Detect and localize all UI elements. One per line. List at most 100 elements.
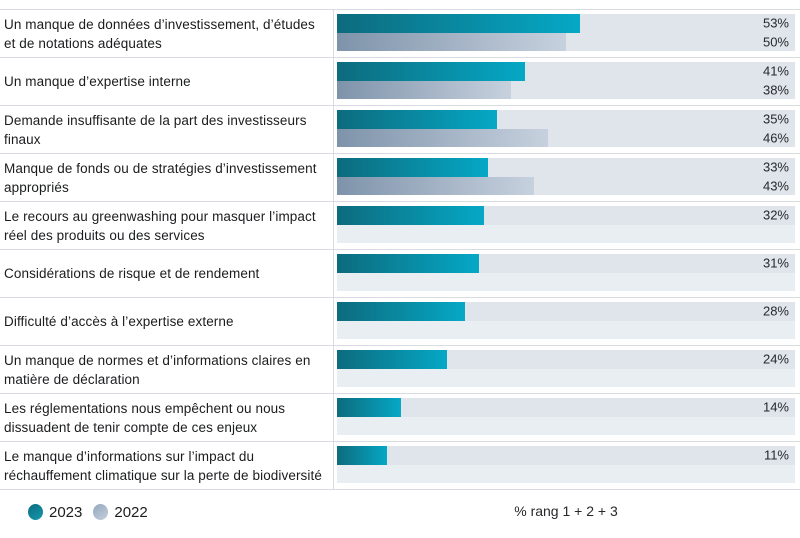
bar-track: 32% [337,206,795,243]
track-2023: 28% [337,302,795,321]
track-2022 [337,320,795,339]
bar-track: 28% [337,302,795,339]
track-2023: 31% [337,254,795,273]
bar-2023 [337,398,402,417]
value-label-2022: 38% [762,82,789,98]
chart-row: Un manque de normes et d’informations cl… [0,345,800,393]
bar-track: 35% 46% [337,110,795,147]
track-2022: 43% [337,176,795,195]
track-2022: 50% [337,32,795,51]
bar-cell: 11% [334,442,800,489]
chart-row: Considérations de risque et de rendement… [0,249,800,297]
bar-2023 [337,206,484,225]
track-2023: 11% [337,446,795,465]
track-2022: 38% [337,80,795,99]
value-label-2022: 50% [762,34,789,50]
chart-row: Un manque d’expertise interne 41% 38% [0,57,800,105]
bar-2022 [337,128,548,147]
track-2023: 53% [337,14,795,33]
bar-2023 [337,62,525,81]
value-label-2023: 41% [762,63,789,79]
chart-rows: Un manque de données d’investissement, d… [0,9,800,489]
bar-cell: 24% [334,346,800,393]
axis-note: % rang 1 + 2 + 3 [514,503,618,520]
value-label-2023: 31% [762,255,789,271]
category-label: Manque de fonds ou de stratégies d’inves… [0,154,334,201]
bar-track: 31% [337,254,795,291]
category-label: Difficulté d’accès à l’expertise externe [0,298,334,345]
value-label-2022: 46% [762,130,789,146]
track-2023: 41% [337,62,795,81]
category-label: Les réglementations nous empêchent ou no… [0,394,334,441]
bar-track: 24% [337,350,795,387]
legend-dot-2022-icon [93,504,109,520]
chart-row: Demande insuffisante de la part des inve… [0,105,800,153]
bar-2023 [337,158,489,177]
chart-footer: 2023 2022 % rang 1 + 2 + 3 [0,490,800,534]
bar-2023 [337,302,466,321]
bar-2023 [337,14,580,33]
legend-label-2023: 2023 [49,503,83,521]
bar-2022 [337,176,534,195]
chart-row: Difficulté d’accès à l’expertise externe… [0,297,800,345]
chart-row: Les réglementations nous empêchent ou no… [0,393,800,441]
category-label: Le manque d’informations sur l’impact du… [0,442,334,489]
bar-2023 [337,110,498,129]
legend-label-2022: 2022 [114,503,148,521]
track-2022 [337,416,795,435]
category-label: Un manque d’expertise interne [0,58,334,105]
value-label-2023: 11% [763,447,789,463]
bar-track: 41% 38% [337,62,795,99]
value-label-2023: 24% [762,351,789,367]
bar-2022 [337,32,566,51]
track-2022 [337,368,795,387]
bar-cell: 41% 38% [334,58,800,105]
track-2023: 24% [337,350,795,369]
bar-track: 53% 50% [337,14,795,51]
track-2023: 14% [337,398,795,417]
bar-2023 [337,254,479,273]
legend: 2023 2022 [28,504,148,521]
bar-track: 11% [337,446,795,483]
bar-track: 33% 43% [337,158,795,195]
bar-track: 14% [337,398,795,435]
bar-cell: 35% 46% [334,106,800,153]
track-2022 [337,272,795,291]
value-label-2023: 53% [762,15,789,31]
bar-2023 [337,446,388,465]
legend-item-2023: 2023 [28,504,82,521]
value-label-2022: 43% [762,178,789,194]
bar-2023 [337,350,447,369]
value-label-2023: 14% [762,399,789,415]
track-2023: 33% [337,158,795,177]
category-label: Un manque de données d’investissement, d… [0,10,334,57]
chart-row: Un manque de données d’investissement, d… [0,9,800,57]
legend-dot-2023-icon [28,504,43,520]
bar-cell: 53% 50% [334,10,800,57]
chart-row: Le manque d’informations sur l’impact du… [0,441,800,489]
bar-cell: 14% [334,394,800,441]
track-2022 [337,224,795,243]
value-label-2023: 33% [762,159,789,175]
track-2022: 46% [337,128,795,147]
category-label: Demande insuffisante de la part des inve… [0,106,334,153]
category-label: Un manque de normes et d’informations cl… [0,346,334,393]
bar-cell: 32% [334,202,800,249]
bar-cell: 31% [334,250,800,297]
bar-cell: 28% [334,298,800,345]
chart-row: Manque de fonds ou de stratégies d’inves… [0,153,800,201]
track-2023: 35% [337,110,795,129]
track-2023: 32% [337,206,795,225]
bar-chart: Un manque de données d’investissement, d… [0,9,800,490]
value-label-2023: 32% [762,207,789,223]
chart-row: Le recours au greenwashing pour masquer … [0,201,800,249]
category-label: Le recours au greenwashing pour masquer … [0,202,334,249]
category-label: Considérations de risque et de rendement [0,250,334,297]
track-2022 [337,464,795,483]
bar-cell: 33% 43% [334,154,800,201]
bar-2022 [337,80,512,99]
value-label-2023: 35% [762,111,789,127]
value-label-2023: 28% [762,303,789,319]
legend-item-2022: 2022 [93,503,148,521]
